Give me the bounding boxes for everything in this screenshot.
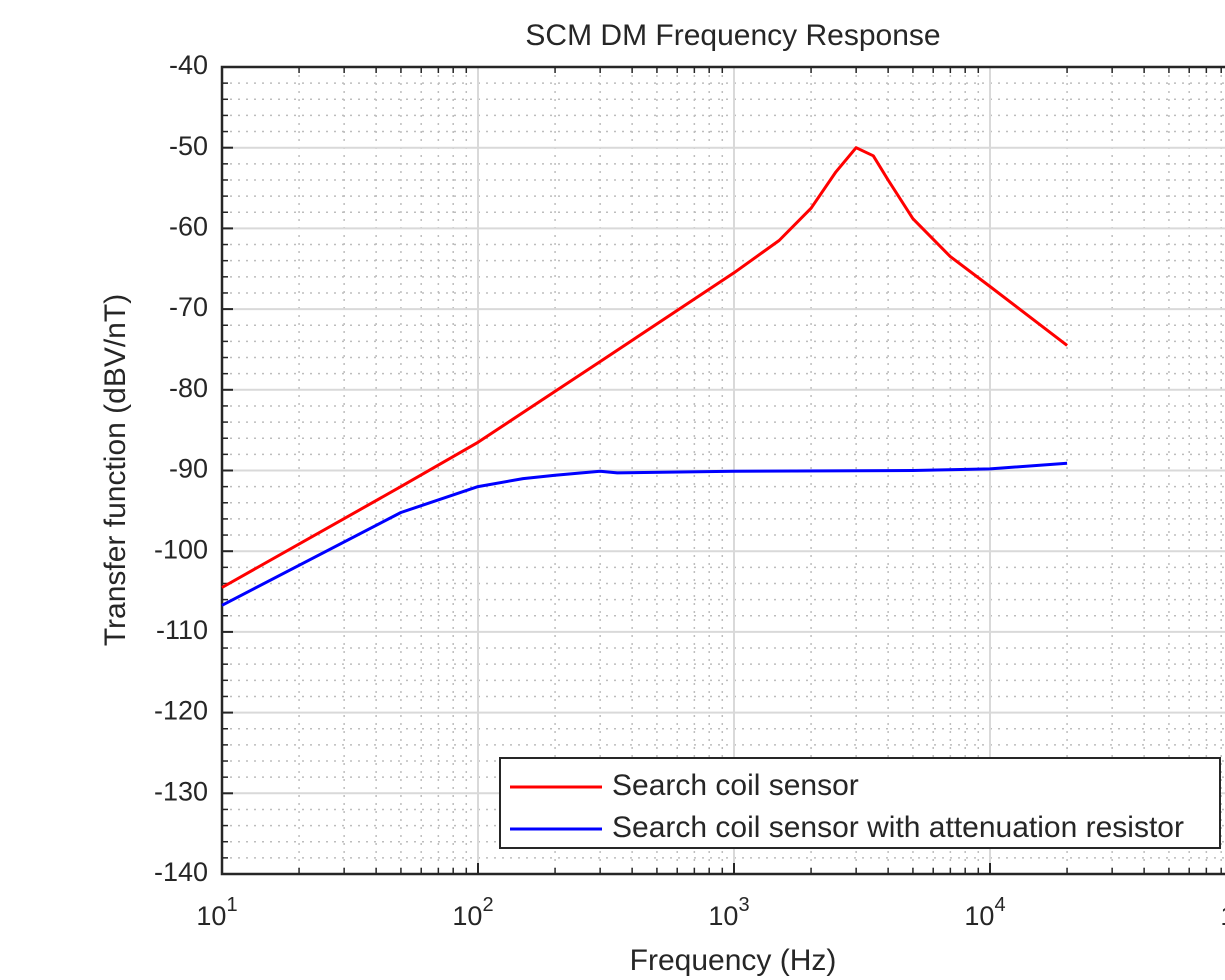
y-tick-label: -140 <box>154 857 208 887</box>
x-tick-base: 10 <box>452 901 482 931</box>
x-tick-label: 102 <box>452 894 493 931</box>
x-axis-label: Frequency (Hz) <box>630 944 837 977</box>
x-tick-label: 103 <box>708 894 749 931</box>
x-tick-base: 10 <box>708 901 738 931</box>
y-tick-label: -80 <box>169 373 208 403</box>
legend-box <box>499 757 1221 849</box>
y-tick-label: -50 <box>169 131 208 161</box>
x-tick-base: 10 <box>196 901 226 931</box>
y-tick-label: -60 <box>169 212 208 242</box>
x-tick-label: 104 <box>964 894 1005 931</box>
x-tick-exponent: 4 <box>994 894 1005 916</box>
y-tick-label: -90 <box>169 454 208 484</box>
legend-label: Search coil sensor <box>612 769 859 802</box>
x-tick-label: 105 <box>1220 894 1225 931</box>
legend-label: Search coil sensor with attenuation resi… <box>612 811 1184 844</box>
y-tick-label: -100 <box>154 534 208 564</box>
x-tick-exponent: 1 <box>226 894 237 916</box>
y-tick-label: -120 <box>154 696 208 726</box>
x-tick-label: 101 <box>196 894 237 931</box>
y-tick-label: -110 <box>156 615 208 645</box>
x-tick-exponent: 3 <box>738 894 749 916</box>
x-tick-base: 10 <box>964 901 994 931</box>
x-tick-exponent: 2 <box>482 894 493 916</box>
chart-title: SCM DM Frequency Response <box>525 19 940 52</box>
x-tick-base: 10 <box>1220 901 1225 931</box>
y-tick-label: -40 <box>169 50 208 80</box>
data-line <box>221 461 1068 607</box>
data-line <box>221 146 1069 589</box>
y-axis-label: Transfer function (dBV/nT) <box>99 294 132 646</box>
plot-frame <box>220 65 1225 876</box>
y-tick-label: -70 <box>169 292 208 322</box>
y-tick-label: -130 <box>154 776 208 806</box>
